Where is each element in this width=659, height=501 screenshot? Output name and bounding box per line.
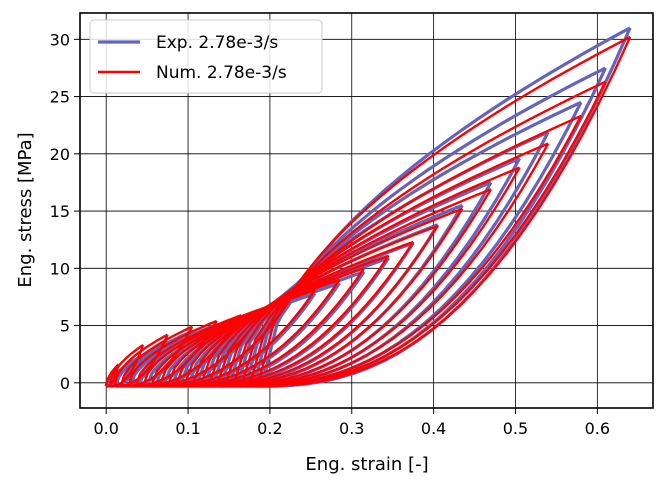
x-axis-label: Eng. strain [-] — [305, 454, 428, 475]
axes-frame — [79, 12, 654, 409]
loading-curve — [248, 80, 607, 387]
loading-curve — [215, 188, 492, 387]
loading-curve — [256, 35, 631, 387]
x-tick-label: 0.3 — [339, 419, 364, 438]
loading-curve — [223, 166, 521, 387]
y-tick-label: 10 — [50, 259, 70, 278]
y-tick-label: 20 — [50, 145, 70, 164]
y-tick-label: 30 — [50, 30, 70, 49]
loading-curve — [105, 363, 120, 387]
loading-curve — [127, 319, 218, 387]
x-tick-label: 0.1 — [175, 419, 200, 438]
y-tick-label: 5 — [60, 317, 70, 336]
series-1 — [105, 35, 632, 388]
loading-curve — [134, 314, 242, 387]
loading-curve — [108, 344, 144, 387]
y-tick-label: 15 — [50, 202, 70, 221]
unloading-curve — [257, 36, 632, 388]
y-tick-label: 0 — [60, 374, 70, 393]
y-axis-label: Eng. stress [MPa] — [15, 132, 36, 287]
legend: Exp. 2.78e-3/s Num. 2.78e-3/s — [89, 19, 323, 94]
x-tick-label: 0.2 — [257, 419, 282, 438]
legend-label: Num. 2.78e-3/s — [156, 63, 287, 83]
loading-curve — [207, 207, 463, 387]
y-tick-label: 25 — [50, 88, 70, 107]
legend-label: Exp. 2.78e-3/s — [156, 33, 278, 53]
x-tick-label: 0.5 — [503, 419, 528, 438]
x-tick-label: 0.6 — [585, 419, 610, 438]
loading-curve — [231, 142, 549, 387]
plot-frame — [79, 12, 654, 409]
series-layer — [104, 26, 632, 388]
loading-curve — [113, 333, 169, 387]
loading-curve — [119, 325, 193, 387]
x-tick-label: 0.4 — [421, 419, 446, 438]
x-tick-label: 0.0 — [93, 419, 118, 438]
loading-curve — [199, 224, 439, 387]
tick-layer: 0.0 0.1 0.2 0.3 0.4 0.5 0.6 0 5 10 15 20 25 30 — [50, 30, 610, 438]
unloading-curve — [105, 364, 120, 388]
grid — [80, 13, 653, 408]
loading-curve — [190, 240, 414, 387]
legend-box — [89, 19, 323, 94]
